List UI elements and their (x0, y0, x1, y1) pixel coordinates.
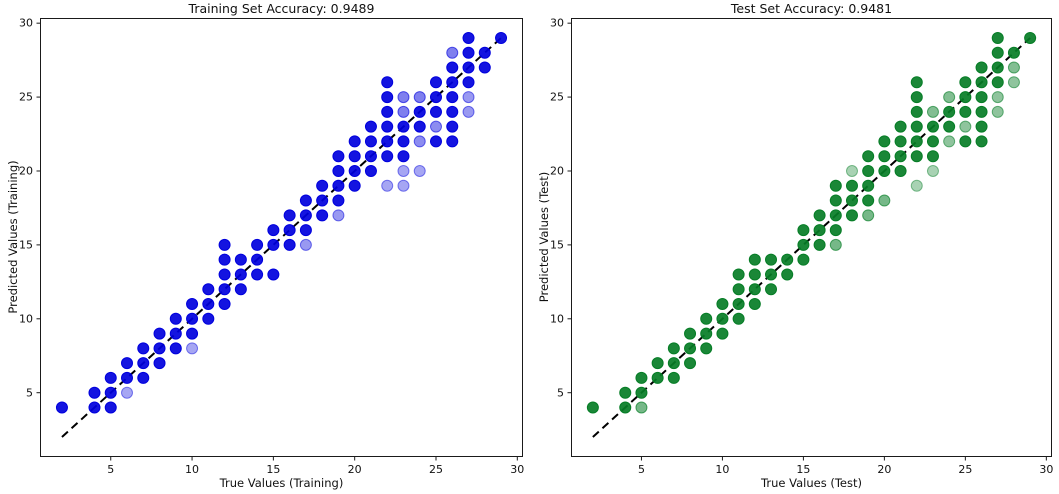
y-tick-label: 20 (550, 164, 564, 178)
x-tick-label: 30 (510, 463, 525, 476)
test-plot-area (567, 18, 1052, 461)
x-tick-label: 5 (107, 463, 115, 476)
y-tick-label: 15 (550, 238, 564, 252)
training-plot-title: Training Set Accuracy: 0.9489 (188, 1, 375, 16)
x-tick-label: 20 (877, 463, 892, 476)
test-plot-title: Test Set Accuracy: 0.9481 (730, 1, 893, 16)
training-yaxis-label: Predicted Values (Training) (6, 160, 20, 314)
x-tick-label: 15 (266, 463, 281, 476)
y-tick-label: 20 (19, 164, 33, 178)
x-tick-label: 25 (428, 463, 443, 476)
x-tick-label: 20 (347, 463, 362, 476)
test-xaxis-label: True Values (Test) (761, 476, 862, 490)
y-tick-label: 30 (550, 16, 564, 30)
x-tick-label: 25 (958, 463, 973, 476)
y-tick-label: 25 (550, 90, 564, 104)
x-tick-label: 10 (715, 463, 730, 476)
training-xaxis-label: True Values (Training) (219, 476, 344, 490)
y-tick-label: 5 (26, 386, 33, 400)
y-tick-label: 10 (19, 312, 33, 326)
training-plot-area (36, 18, 523, 461)
y-tick-label: 25 (19, 90, 33, 104)
y-tick-label: 30 (19, 16, 33, 30)
x-tick-label: 15 (796, 463, 811, 476)
y-tick-label: 10 (550, 312, 564, 326)
y-tick-label: 5 (557, 386, 564, 400)
training-subplot: Training Set Accuracy: 0.9489 True Value… (6, 1, 525, 490)
test-subplot: Test Set Accuracy: 0.9481 True Values (T… (530, 0, 1059, 494)
x-tick-label: 5 (637, 463, 645, 476)
x-tick-label: 10 (185, 463, 200, 476)
test-yaxis-label: Predicted Values (Test) (537, 171, 551, 303)
x-tick-label: 30 (1039, 463, 1054, 476)
y-tick-label: 15 (19, 238, 33, 252)
